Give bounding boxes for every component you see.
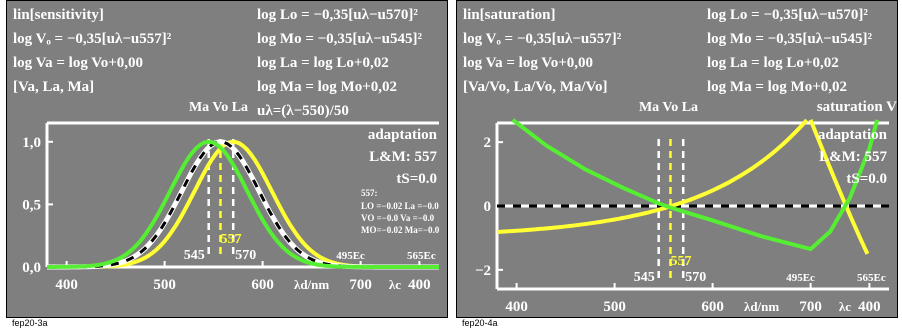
x-tick-label: 600 xyxy=(701,299,724,315)
values-title: 557: xyxy=(361,188,378,198)
footer-left: fep20-3a xyxy=(12,318,48,328)
header-line: [Va/Vo, La/Vo, Ma/Vo] xyxy=(463,79,607,95)
x-unit: λd/nm xyxy=(294,277,329,292)
series-line-l-tail xyxy=(808,119,870,255)
footer-right: fep20-4a xyxy=(462,318,498,328)
header-line: log Va = log Vo+0,00 xyxy=(13,55,143,71)
x-unit2: λc xyxy=(839,299,851,314)
sensitivity-panel: lin[sensitivity] log Vₒ = −0,35[uλ−u557]²… xyxy=(6,0,448,318)
right-text: L&M: 557 xyxy=(819,149,887,165)
series-line-l-ratio xyxy=(496,118,809,234)
values-row2: VO =−0.0 Va =−0.0 xyxy=(361,213,435,223)
marker-label-495ec: 495Ec xyxy=(336,250,365,262)
header-right-line: log Mo = −0,35[uλ−u545]² xyxy=(707,31,873,47)
marker-label-565ec: 565Ec xyxy=(857,272,886,284)
header-line: log Vₒ = −0,35[uλ−u557]² xyxy=(463,31,622,47)
x-unit2: λc xyxy=(389,277,401,292)
x-unit: λd/nm xyxy=(744,299,779,314)
marker-label-557: 557 xyxy=(220,232,241,247)
right-text: tS=0.0 xyxy=(396,171,437,187)
right-text: adaptation xyxy=(818,127,888,143)
y-tick-label: 0,5 xyxy=(22,197,41,213)
x-tick-label: 400 xyxy=(505,299,527,315)
header-right-line: log Ma = log Mo+0,02 xyxy=(707,79,847,95)
marker-label-545: 545 xyxy=(184,248,205,263)
values-row3: MO=−0.02 Ma=−0.0 xyxy=(361,225,440,235)
header-right-line: log Lo = −0,35[uλ−u570]² xyxy=(257,7,418,23)
x-tick-label: 500 xyxy=(153,277,176,293)
x-tick-label: 400 xyxy=(858,299,881,315)
saturation-chart: lin[saturation] log Vₒ = −0,35[uλ−u557]² l… xyxy=(463,7,897,315)
y-tick-label: 2 xyxy=(484,135,492,151)
header-line: [Va, La, Ma] xyxy=(13,79,94,95)
x-tick-label: 700 xyxy=(799,299,822,315)
x-tick-label: 700 xyxy=(349,277,372,293)
header-line: log Vₒ = −0,35[uλ−u557]² xyxy=(13,31,172,47)
values-row1: LO =−0.02 La =−0.0 xyxy=(361,201,439,211)
header-right-line: log Mo = −0,35[uλ−u545]² xyxy=(257,31,423,47)
marker-label-545: 545 xyxy=(634,270,655,285)
top-labels: Ma Vo La xyxy=(189,100,248,115)
chart-title: lin[saturation] xyxy=(463,7,556,23)
chart-title: lin[sensitivity] xyxy=(13,7,104,23)
series-line-m-ratio xyxy=(511,118,880,252)
sensitivity-chart: lin[sensitivity] log Vₒ = −0,35[uλ−u557]²… xyxy=(13,7,440,293)
series-line-m xyxy=(47,139,439,269)
y-tick-label: 1,0 xyxy=(22,135,41,151)
right-text: saturation V xyxy=(817,99,897,115)
y-tick-label: −2 xyxy=(475,263,491,279)
x-tick-label: 400 xyxy=(408,277,431,293)
header-right-line: log Lo = −0,35[uλ−u570]² xyxy=(707,7,868,23)
x-tick-label: 500 xyxy=(603,299,626,315)
right-text: L&M: 557 xyxy=(369,149,437,165)
right-text: adaptation xyxy=(368,127,438,143)
x-tick-label: 400 xyxy=(55,277,78,293)
marker-label-565ec: 565Ec xyxy=(407,250,436,262)
x-tick-label: 600 xyxy=(251,277,274,293)
y-tick-label: 0 xyxy=(484,199,492,215)
header-line: log Va = log Vo+0,00 xyxy=(463,55,593,71)
marker-label-570: 570 xyxy=(685,270,706,285)
marker-label-495ec: 495Ec xyxy=(786,272,815,284)
top-labels: Ma Vo La xyxy=(639,100,698,115)
header-right-line: uλ=(λ−550)/50 xyxy=(257,103,349,119)
y-tick-label: 0,0 xyxy=(22,260,41,276)
marker-label-570: 570 xyxy=(235,248,256,263)
header-right-line: log Ma = log Mo+0,02 xyxy=(257,79,397,95)
saturation-panel: lin[saturation] log Vₒ = −0,35[uλ−u557]² l… xyxy=(456,0,898,318)
header-right-line: log La = log Lo+0,02 xyxy=(707,55,839,71)
header-right-line: log La = log Lo+0,02 xyxy=(257,55,389,71)
marker-label-557: 557 xyxy=(670,254,691,269)
right-text: tS=0.0 xyxy=(846,171,887,187)
